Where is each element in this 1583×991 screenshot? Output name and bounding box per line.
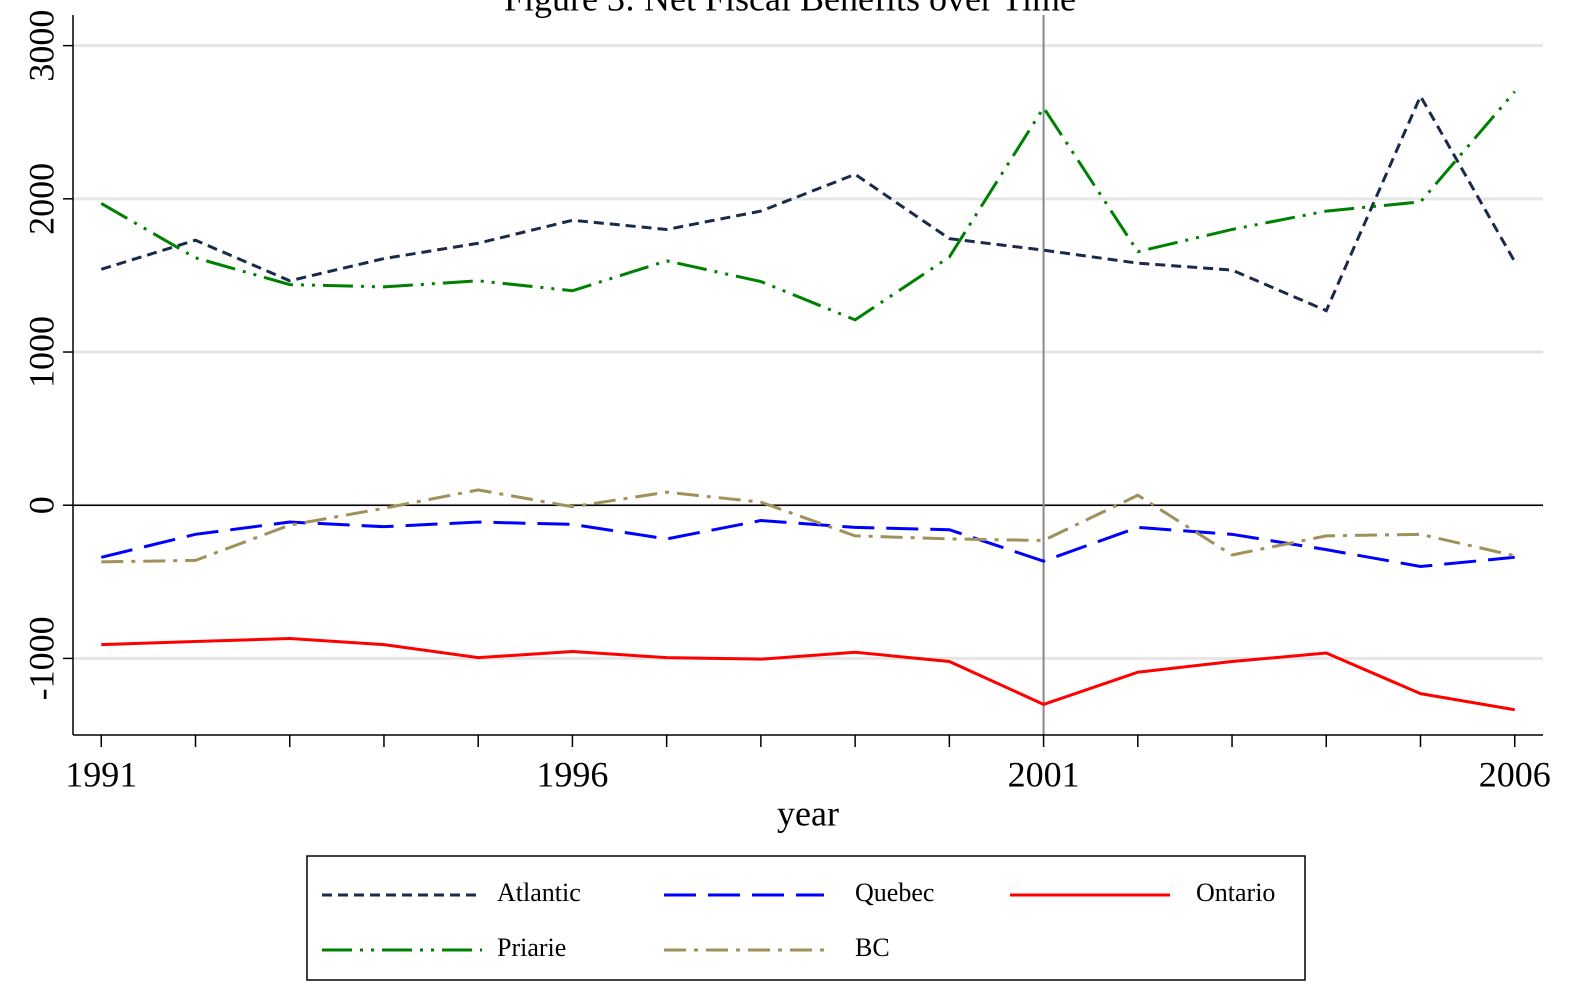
x-tick-label: 2006: [1479, 754, 1551, 794]
x-tick-label: 2001: [1008, 754, 1080, 794]
y-tick-label: 3000: [21, 10, 61, 82]
series-line: [100, 90, 1516, 322]
series-line: [100, 519, 1515, 569]
legend-box: [306, 855, 1306, 981]
legend-label: BC: [855, 933, 890, 962]
chart-title: Figure 3: Net Fiscal Benefits over Time: [504, 0, 1076, 18]
y-tick-label: 0: [21, 496, 61, 514]
x-axis-title: year: [777, 793, 839, 833]
series-line: [100, 92, 1517, 313]
legend-label: Atlantic: [497, 878, 581, 907]
y-tick-label: 2000: [21, 163, 61, 235]
x-tick-label: 1991: [65, 754, 137, 794]
series-line: [101, 636, 1515, 712]
legend-label: Quebec: [855, 878, 934, 907]
series-line: [101, 488, 1516, 564]
legend-label: Ontario: [1196, 878, 1275, 907]
legend-label: Priarie: [497, 933, 566, 962]
y-tick-label: -1000: [21, 616, 61, 700]
x-tick-label: 1996: [536, 754, 608, 794]
y-tick-label: 1000: [21, 316, 61, 388]
